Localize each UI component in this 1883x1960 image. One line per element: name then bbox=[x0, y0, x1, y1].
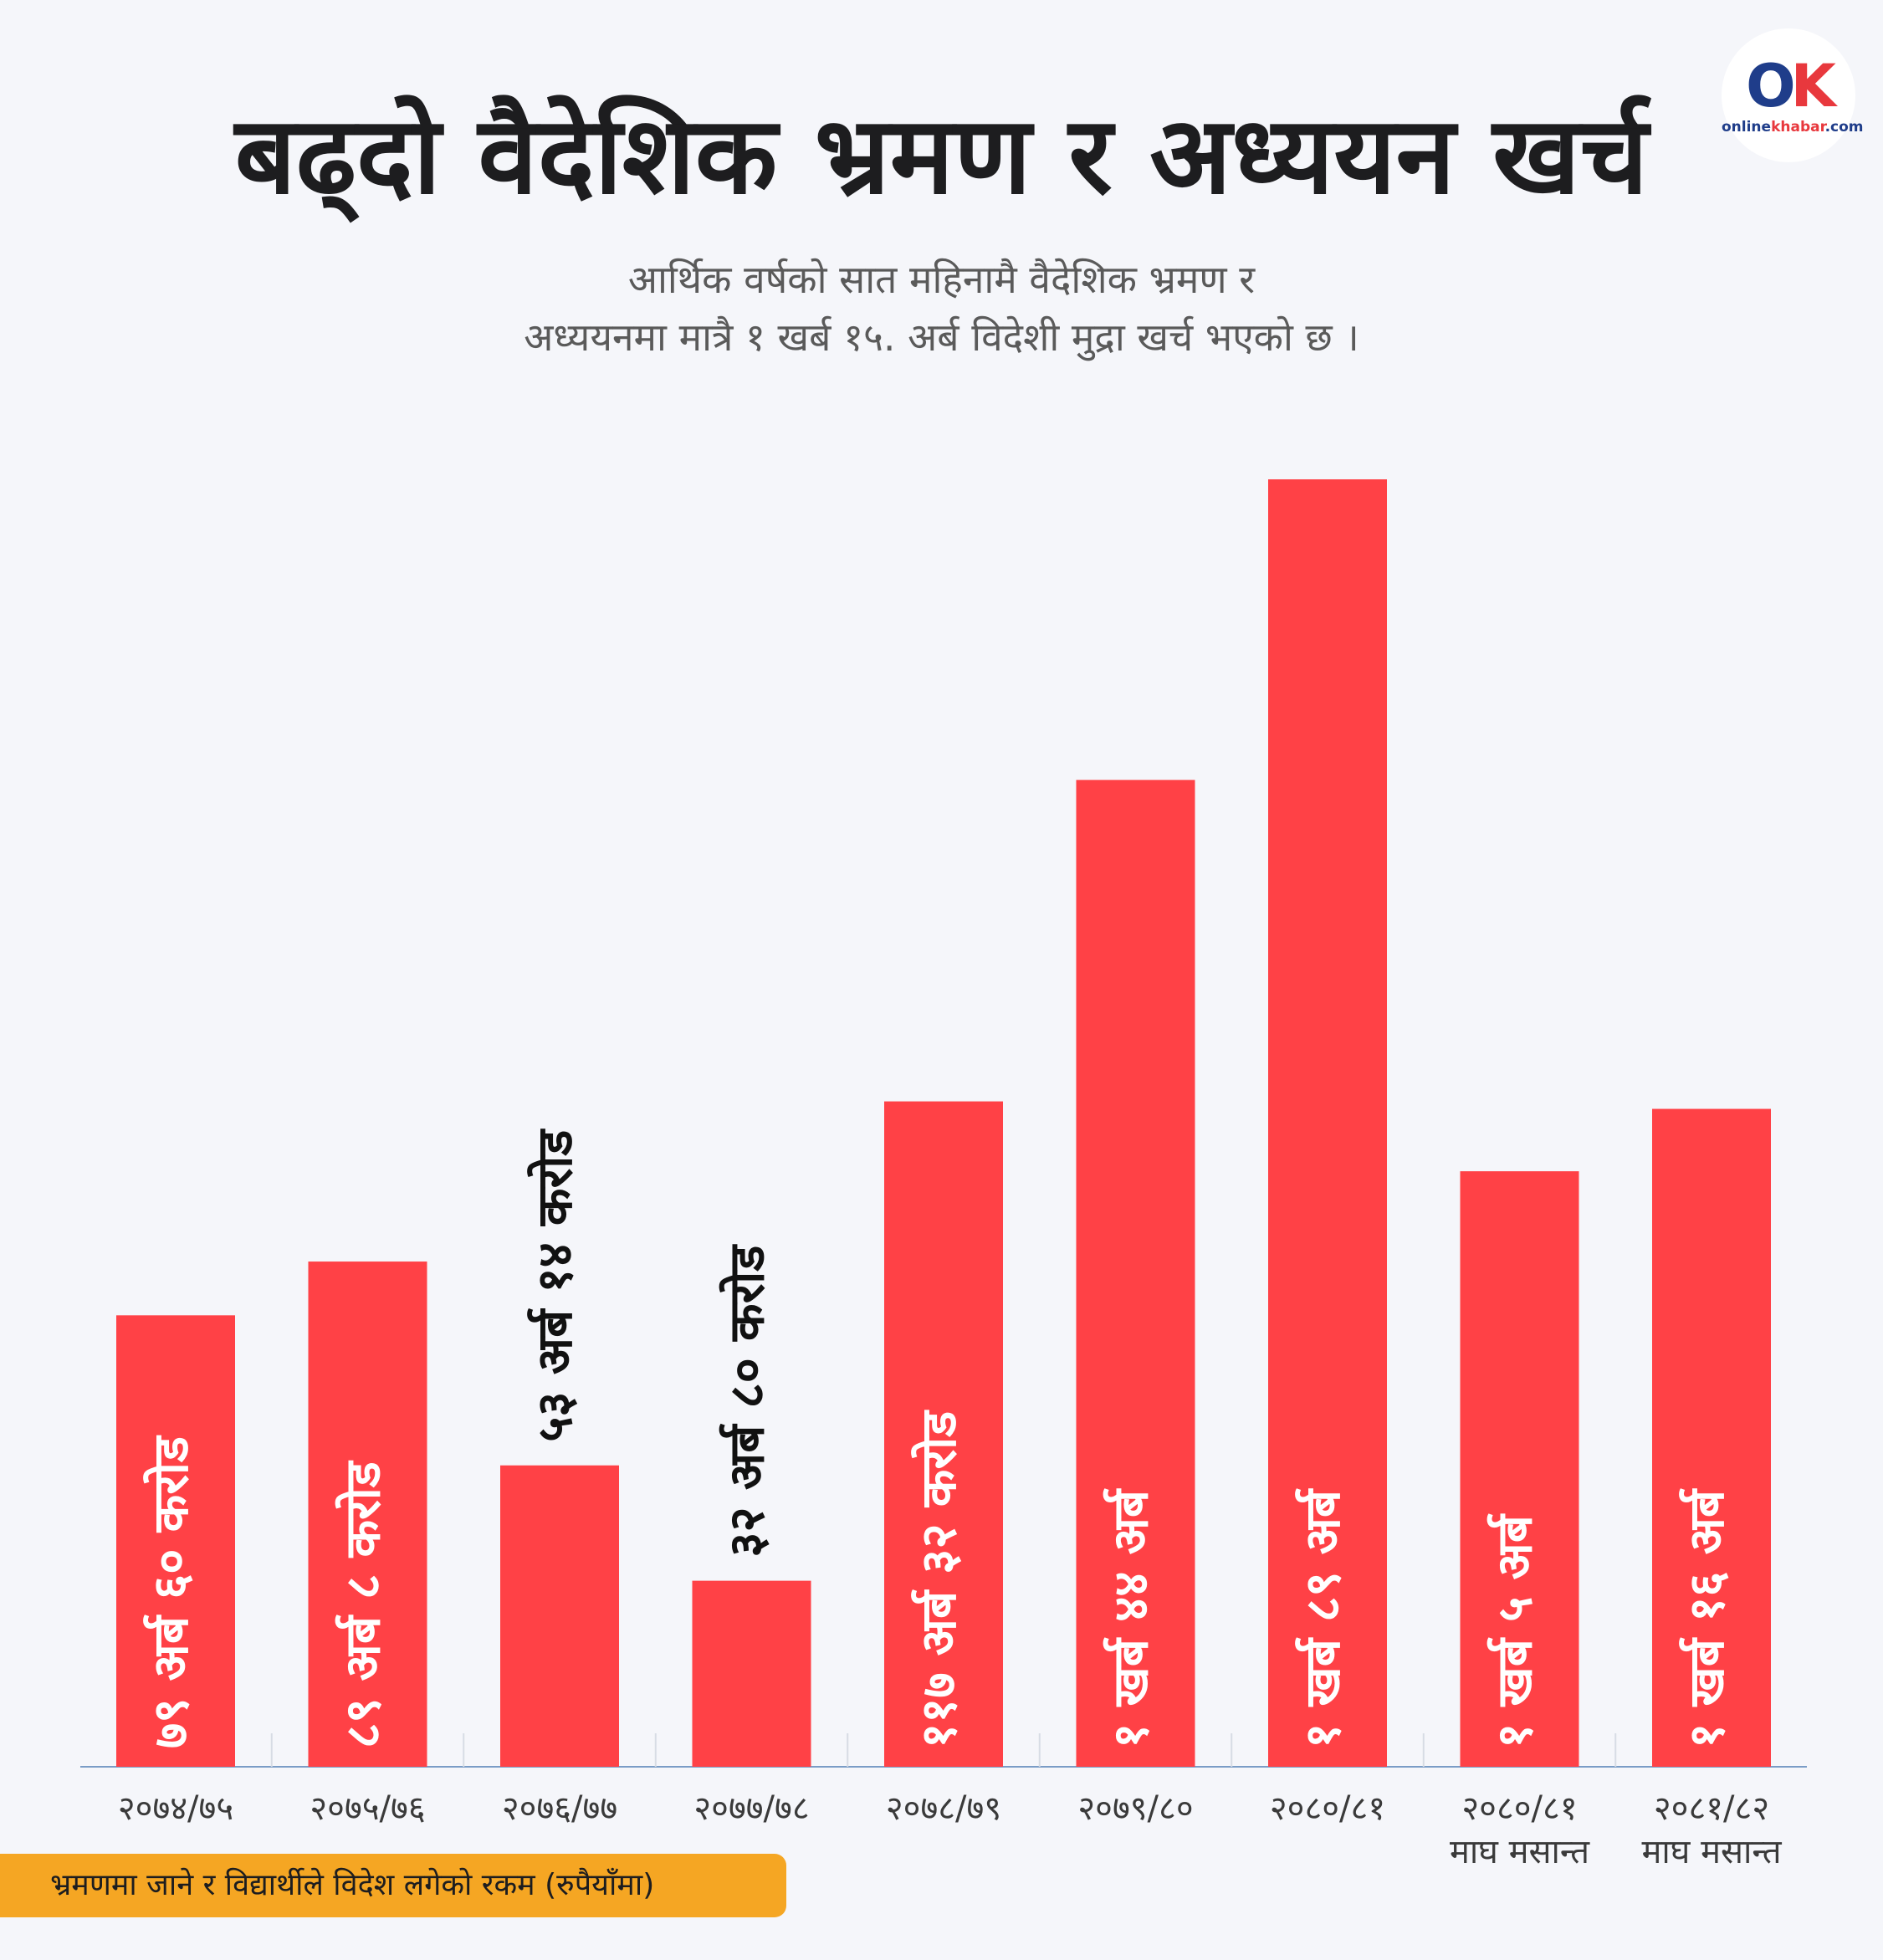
logo-text-online: online bbox=[1722, 119, 1772, 136]
x-tick-label-8-line-2: माघ मसान्त bbox=[1450, 1833, 1590, 1871]
logo-text-com: .com bbox=[1824, 119, 1864, 136]
x-tick-label-4: २०७७/७८ bbox=[693, 1789, 809, 1828]
x-tick-label-2: २०७५/७६ bbox=[310, 1789, 425, 1828]
bar-1 bbox=[116, 1315, 235, 1767]
x-tick-label-6: २०७९/८० bbox=[1077, 1789, 1193, 1828]
x-tick-label-1: २०७४/७५ bbox=[118, 1789, 233, 1828]
bar-value-label-2: ८९ अर्ब ८ करोड bbox=[335, 1460, 391, 1748]
bar-value-label-6: १ खर्ब ४४ अर्ब bbox=[1103, 1488, 1159, 1748]
bar-9 bbox=[1652, 1108, 1771, 1767]
x-tick-label-9: २०८१/८२ bbox=[1654, 1789, 1769, 1828]
logo-text-khabar: khabar bbox=[1771, 119, 1825, 136]
bar-3 bbox=[500, 1465, 619, 1767]
logo-mark-k: K bbox=[1790, 52, 1836, 120]
x-tick-label-8: २०८०/८१ bbox=[1461, 1789, 1577, 1828]
onlinekhabar-logo: OK onlinekhabar.com bbox=[1722, 28, 1864, 162]
bar-6 bbox=[1076, 780, 1195, 1768]
logo-mark: OK bbox=[1722, 52, 1855, 120]
bar-value-label-7: १ खर्ब ८९ अर्ब bbox=[1294, 1488, 1351, 1748]
bar-value-label-1: ७९ अर्ब ६० करोड bbox=[142, 1435, 199, 1748]
subtitle-line-2: अध्ययनमा मात्रै १ खर्ब १५. अर्ब विदेशी म… bbox=[524, 315, 1359, 360]
chart-subtitle: आर्थिक वर्षको सात महिनामै वैदेशिक भ्रमण … bbox=[0, 251, 1883, 366]
logo-text: onlinekhabar.com bbox=[1722, 119, 1864, 136]
bar-5 bbox=[884, 1101, 1003, 1767]
x-tick-label-7: २०८०/८१ bbox=[1270, 1789, 1385, 1828]
chart-title: बढ्दो वैदेशिक भ्रमण र अध्ययन खर्च bbox=[234, 94, 1649, 218]
footnote: भ्रमणमा जाने र विद्यार्थीले विदेश लगेको … bbox=[0, 1854, 786, 1917]
logo-mark-o: O bbox=[1746, 52, 1795, 120]
bar-2 bbox=[308, 1261, 427, 1767]
bar-value-label-8: १ खर्ब ५ अर्ब bbox=[1486, 1513, 1543, 1748]
bar-value-label-3: ५३ अर्ब १४ करोड bbox=[526, 1128, 583, 1442]
bar-value-label-9: १ खर्ब १६ अर्ब bbox=[1678, 1488, 1735, 1748]
bar-7 bbox=[1268, 479, 1387, 1767]
bar-value-label-5: ११७ अर्ब ३२ करोड bbox=[910, 1410, 967, 1748]
subtitle-line-1: आर्थिक वर्षको सात महिनामै वैदेशिक भ्रमण … bbox=[627, 257, 1256, 302]
bar-4 bbox=[692, 1580, 811, 1767]
bar-8 bbox=[1460, 1171, 1579, 1767]
bar-value-label-4: ३२ अर्ब ८० करोड bbox=[719, 1244, 775, 1558]
x-tick-label-9-line-2: माघ मसान्त bbox=[1641, 1833, 1782, 1871]
x-tick-label-3: २०७६/७७ bbox=[502, 1789, 617, 1828]
x-tick-label-5: २०७८/७९ bbox=[886, 1789, 1001, 1828]
